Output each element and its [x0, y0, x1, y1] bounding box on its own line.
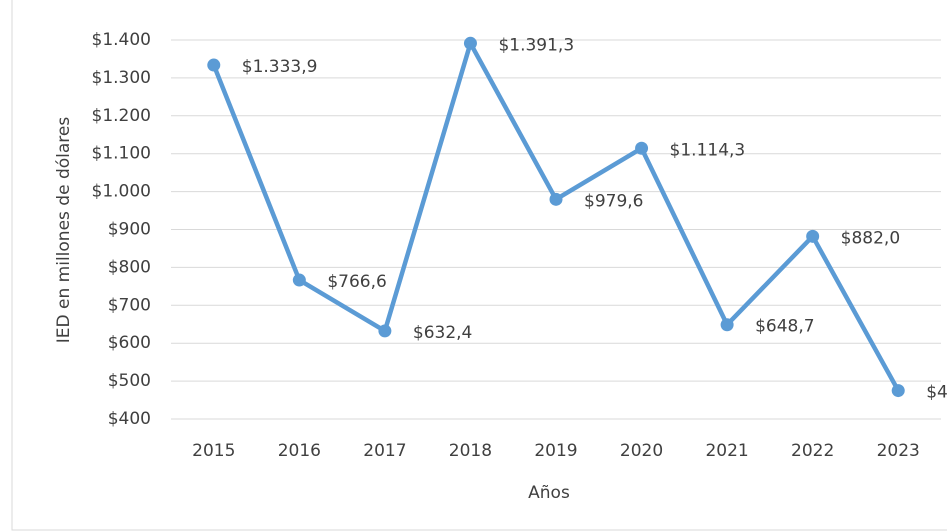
data-label: $475,0 [926, 383, 947, 403]
x-tick-label: 2018 [449, 441, 492, 461]
x-tick-label: 2016 [278, 441, 321, 461]
data-label: $766,6 [327, 272, 386, 292]
y-tick-label: $600 [108, 333, 151, 353]
data-point [463, 36, 477, 50]
x-tick-label: 2019 [534, 441, 577, 461]
data-label: $632,4 [413, 323, 472, 343]
y-tick-label: $1.400 [92, 30, 151, 50]
data-point [378, 324, 392, 338]
data-point [891, 384, 905, 398]
y-tick-label: $1.200 [92, 106, 151, 126]
y-axis-title: IED en millones de dólares [54, 117, 74, 344]
y-tick-label: $1.100 [92, 144, 151, 164]
y-tick-label: $700 [108, 295, 151, 315]
x-tick-label: 2017 [363, 441, 406, 461]
data-point [806, 229, 820, 243]
data-label: $882,0 [841, 228, 900, 248]
y-tick-label: $1.300 [92, 68, 151, 88]
data-point [720, 318, 734, 332]
data-label: $979,6 [584, 191, 643, 211]
data-label: $1.333,9 [242, 57, 318, 77]
data-label: $1.114,3 [670, 140, 746, 160]
x-tick-label: 2020 [620, 441, 663, 461]
x-tick-label: 2022 [791, 441, 834, 461]
x-tick-label: 2015 [192, 441, 235, 461]
data-label: $648,7 [755, 317, 814, 337]
data-point [207, 58, 221, 72]
x-tick-label: 2023 [877, 441, 920, 461]
y-tick-label: $1.000 [92, 182, 151, 202]
y-tick-label: $800 [108, 257, 151, 277]
data-label: $1.391,3 [498, 35, 574, 55]
x-tick-label: 2021 [705, 441, 748, 461]
data-point [292, 273, 306, 287]
y-tick-label: $500 [108, 371, 151, 391]
data-point [635, 141, 649, 155]
data-point [549, 192, 563, 206]
y-tick-label: $900 [108, 220, 151, 240]
x-axis-title: Años [528, 483, 570, 503]
chart-border [11, 0, 947, 531]
y-tick-label: $400 [108, 409, 151, 429]
